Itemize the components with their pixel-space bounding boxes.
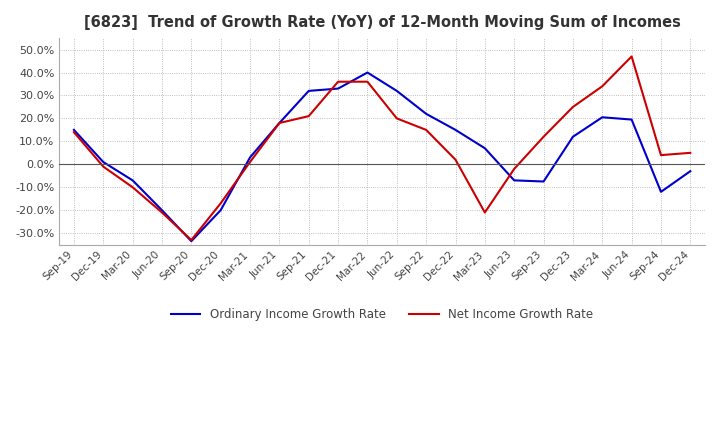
Ordinary Income Growth Rate (598, 115, 606, 120)
Legend: Ordinary Income Growth Rate, Net Income Growth Rate: Ordinary Income Growth Rate, Net Income … (166, 303, 598, 326)
Net Income Growth Rate (510, 166, 518, 172)
Net Income Growth Rate (480, 210, 489, 215)
Title: [6823]  Trend of Growth Rate (YoY) of 12-Month Moving Sum of Incomes: [6823] Trend of Growth Rate (YoY) of 12-… (84, 15, 680, 30)
Net Income Growth Rate (598, 84, 606, 89)
Ordinary Income Growth Rate (334, 86, 343, 91)
Net Income Growth Rate (70, 129, 78, 135)
Ordinary Income Growth Rate (128, 178, 137, 183)
Net Income Growth Rate (569, 104, 577, 110)
Ordinary Income Growth Rate (451, 127, 460, 132)
Net Income Growth Rate (392, 116, 401, 121)
Net Income Growth Rate (422, 127, 431, 132)
Ordinary Income Growth Rate (305, 88, 313, 94)
Ordinary Income Growth Rate (539, 179, 548, 184)
Net Income Growth Rate (275, 121, 284, 126)
Net Income Growth Rate (334, 79, 343, 84)
Ordinary Income Growth Rate (363, 70, 372, 75)
Net Income Growth Rate (305, 114, 313, 119)
Ordinary Income Growth Rate (187, 238, 196, 244)
Ordinary Income Growth Rate (480, 146, 489, 151)
Net Income Growth Rate (539, 134, 548, 139)
Ordinary Income Growth Rate (569, 134, 577, 139)
Net Income Growth Rate (216, 201, 225, 206)
Ordinary Income Growth Rate (70, 127, 78, 132)
Line: Ordinary Income Growth Rate: Ordinary Income Growth Rate (74, 73, 690, 241)
Line: Net Income Growth Rate: Net Income Growth Rate (74, 56, 690, 240)
Ordinary Income Growth Rate (657, 189, 665, 194)
Ordinary Income Growth Rate (158, 208, 166, 213)
Ordinary Income Growth Rate (627, 117, 636, 122)
Net Income Growth Rate (99, 164, 107, 169)
Ordinary Income Growth Rate (216, 208, 225, 213)
Net Income Growth Rate (158, 210, 166, 215)
Ordinary Income Growth Rate (686, 169, 695, 174)
Net Income Growth Rate (451, 157, 460, 162)
Net Income Growth Rate (686, 150, 695, 155)
Net Income Growth Rate (363, 79, 372, 84)
Ordinary Income Growth Rate (246, 155, 254, 160)
Ordinary Income Growth Rate (510, 178, 518, 183)
Net Income Growth Rate (246, 159, 254, 165)
Net Income Growth Rate (187, 237, 196, 242)
Ordinary Income Growth Rate (275, 121, 284, 126)
Net Income Growth Rate (657, 153, 665, 158)
Net Income Growth Rate (128, 185, 137, 190)
Net Income Growth Rate (627, 54, 636, 59)
Ordinary Income Growth Rate (422, 111, 431, 117)
Ordinary Income Growth Rate (99, 159, 107, 165)
Ordinary Income Growth Rate (392, 88, 401, 94)
